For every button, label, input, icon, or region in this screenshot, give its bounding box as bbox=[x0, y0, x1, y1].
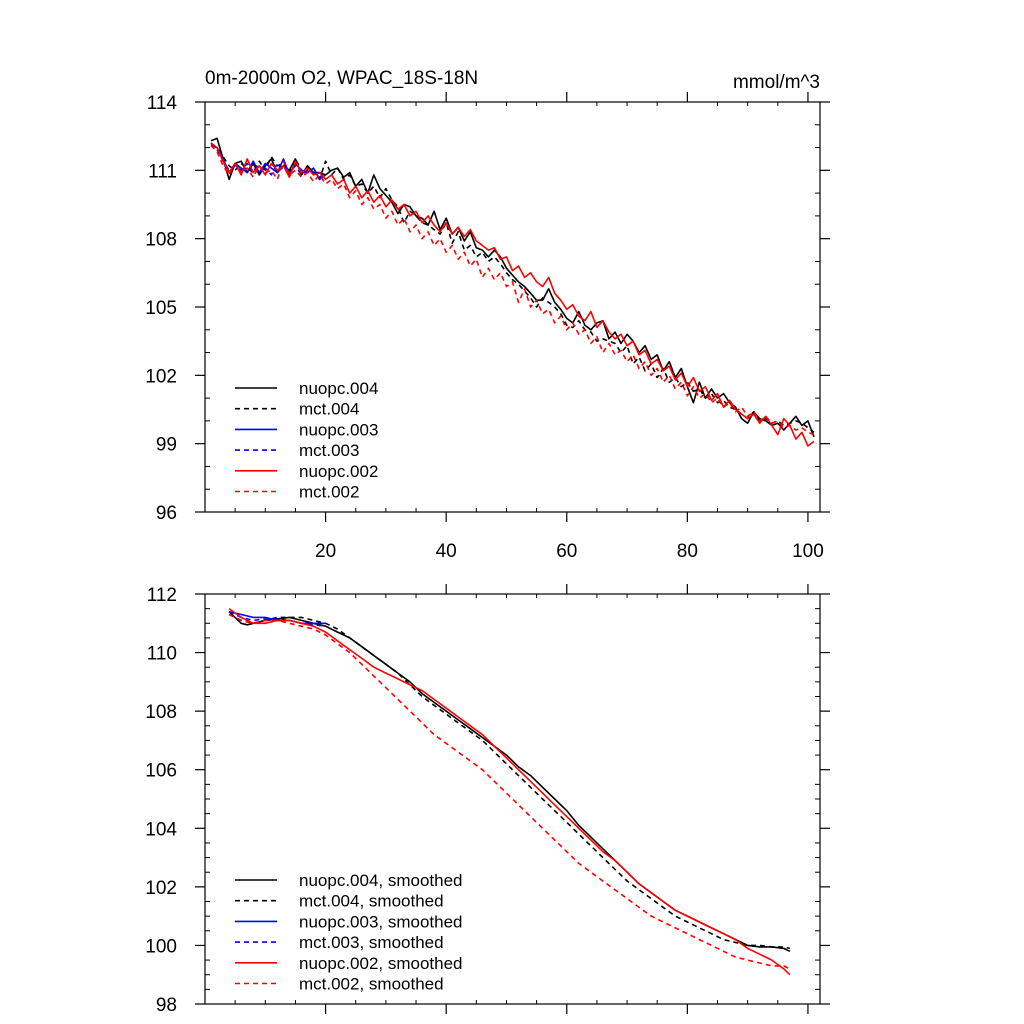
y-tick-label: 108 bbox=[145, 702, 177, 723]
y-tick-label: 98 bbox=[156, 995, 177, 1016]
series-line-nuopc-002 bbox=[210, 142, 815, 447]
raw-o2-panel: 20 40 60 80 100 96 99 102 105 108 111 114 nuopc.004 m… bbox=[145, 92, 830, 562]
series-line-mct-003 bbox=[210, 142, 327, 178]
y-tick-label: 108 bbox=[145, 230, 177, 251]
y-tick-label: 99 bbox=[156, 435, 177, 456]
series-line-nuopc-003-smoothed bbox=[228, 610, 326, 625]
x-tick-label: 60 bbox=[556, 541, 577, 562]
y-tick-label: 112 bbox=[147, 585, 177, 606]
legend-label-nuopc-002: nuopc.002 bbox=[299, 462, 378, 481]
y-tick-label: 100 bbox=[145, 936, 177, 957]
legend-label-mct-002: mct.002 bbox=[299, 483, 359, 502]
x-tick-label: 80 bbox=[677, 541, 698, 562]
series-line-nuopc-002-smoothed bbox=[228, 607, 791, 976]
smoothed-o2-panel: 98 100 102 104 106 108 110 112 nuopc.004, smooth… bbox=[145, 584, 830, 1016]
chart-title: 0m-2000m O2, WPAC_18S-18N bbox=[205, 68, 478, 89]
x-tick-label: 40 bbox=[436, 541, 457, 562]
legend-label-nuopc-004: nuopc.004 bbox=[299, 379, 378, 398]
series-line-mct-003-smoothed bbox=[228, 610, 326, 627]
y-tick-label: 111 bbox=[148, 161, 177, 182]
legend-label-mct-002-smoothed: mct.002, smoothed bbox=[299, 975, 444, 994]
series-line-mct-004-smoothed bbox=[228, 613, 791, 950]
y-tick-label: 104 bbox=[145, 819, 177, 840]
legend-label-nuopc-003-smoothed: nuopc.003, smoothed bbox=[299, 912, 463, 931]
legend-label-mct-003-smoothed: mct.003, smoothed bbox=[299, 933, 444, 952]
x-tick-label: 20 bbox=[315, 541, 336, 562]
y-tick-label: 102 bbox=[145, 878, 177, 899]
y-tick-label: 96 bbox=[156, 503, 177, 524]
legend-label-nuopc-004-smoothed: nuopc.004, smoothed bbox=[299, 871, 463, 890]
series-line-mct-002-smoothed bbox=[228, 613, 791, 970]
series-lines bbox=[210, 137, 815, 447]
legend-label-nuopc-003: nuopc.003 bbox=[299, 420, 378, 439]
y-tick-label: 110 bbox=[147, 644, 177, 665]
y-tick-label: 114 bbox=[147, 93, 178, 114]
plot-frame bbox=[204, 593, 821, 1005]
y-tick-label: 105 bbox=[145, 298, 177, 319]
legend-label-mct-003: mct.003 bbox=[299, 441, 359, 460]
series-lines bbox=[228, 607, 791, 976]
x-tick-label: 100 bbox=[792, 541, 824, 562]
legend-label-nuopc-002-smoothed: nuopc.002, smoothed bbox=[299, 954, 463, 973]
legend-label-mct-004: mct.004 bbox=[299, 400, 359, 419]
units-label: mmol/m^3 bbox=[733, 72, 820, 93]
legend-label-mct-004-smoothed: mct.004, smoothed bbox=[299, 892, 444, 911]
series-line-mct-002 bbox=[210, 144, 815, 436]
y-tick-label: 102 bbox=[145, 366, 177, 387]
y-tick-label: 106 bbox=[145, 761, 177, 782]
